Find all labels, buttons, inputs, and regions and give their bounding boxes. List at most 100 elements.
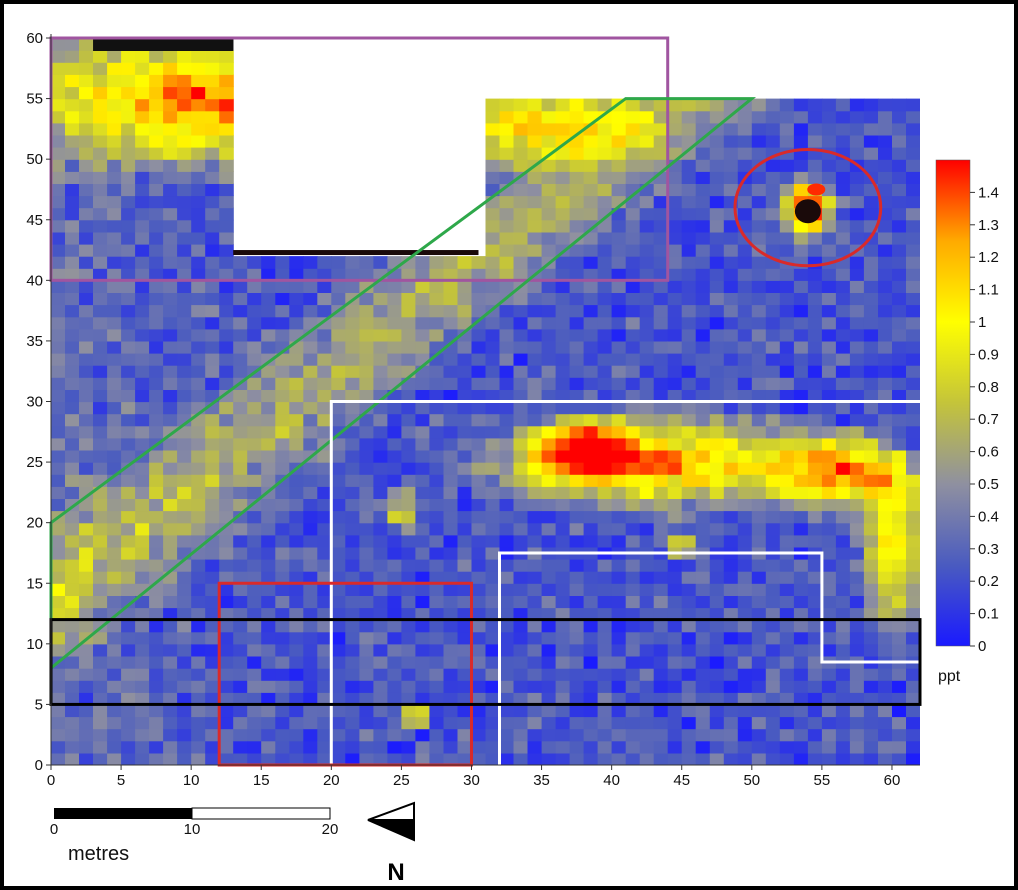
heat-cell xyxy=(583,304,599,318)
heat-cell xyxy=(878,752,893,765)
heat-cell xyxy=(513,122,529,136)
heat-cell xyxy=(219,401,234,415)
heat-cell xyxy=(177,340,192,354)
heat-cell xyxy=(345,413,360,427)
heat-cell xyxy=(303,619,318,633)
heat-cell xyxy=(219,171,234,184)
heat-cell xyxy=(765,643,781,657)
heat-cell xyxy=(443,571,459,584)
heat-cell xyxy=(611,437,627,451)
heat-cell xyxy=(779,134,795,148)
heat-cell xyxy=(569,486,585,499)
heat-cell xyxy=(149,486,164,499)
heat-cell xyxy=(219,486,234,499)
heat-cell xyxy=(723,98,739,112)
heat-cell xyxy=(303,668,318,681)
heat-cell xyxy=(555,498,571,512)
heat-cell xyxy=(863,450,879,463)
heat-cell xyxy=(219,159,234,172)
heat-cell xyxy=(695,389,711,403)
heat-cell xyxy=(429,304,444,318)
heat-cell xyxy=(275,498,290,512)
heat-cell xyxy=(93,231,108,245)
heat-cell xyxy=(79,728,94,742)
heat-cell xyxy=(331,280,346,293)
heat-cell xyxy=(135,280,150,293)
heat-cell xyxy=(849,595,865,609)
heat-cell xyxy=(863,631,879,645)
heat-cell xyxy=(499,462,515,475)
heat-cell xyxy=(65,534,80,548)
heat-cell xyxy=(443,559,459,572)
heat-cell xyxy=(65,704,80,718)
heat-cell xyxy=(807,389,823,403)
heat-cell xyxy=(779,498,795,512)
heat-cell xyxy=(555,450,571,463)
heat-cell xyxy=(107,607,122,621)
heat-cell xyxy=(807,292,823,306)
heat-cell xyxy=(611,522,627,536)
heat-cell xyxy=(555,292,571,306)
heat-cell xyxy=(163,619,178,633)
heat-cell xyxy=(835,122,851,136)
heat-cell xyxy=(485,268,501,281)
heat-cell xyxy=(443,704,459,718)
heat-cell xyxy=(892,195,907,209)
heat-cell xyxy=(373,607,388,621)
heat-cell xyxy=(485,231,501,245)
heat-cell xyxy=(878,704,893,718)
heat-cell xyxy=(345,316,360,330)
heat-cell xyxy=(65,728,80,742)
heat-cell xyxy=(541,231,557,245)
heat-cell xyxy=(765,692,781,705)
heat-cell xyxy=(835,304,851,318)
heat-cell xyxy=(107,316,122,330)
heat-cell xyxy=(289,401,304,415)
heat-cell xyxy=(569,474,585,487)
heat-cell xyxy=(107,50,122,63)
heat-cell xyxy=(233,704,248,718)
heat-cell xyxy=(751,389,767,403)
heat-cell xyxy=(457,740,473,754)
heat-cell xyxy=(121,534,136,548)
heat-cell xyxy=(121,643,136,657)
heat-cell xyxy=(807,413,823,427)
heat-cell xyxy=(821,619,837,633)
heat-cell xyxy=(709,680,725,693)
heat-cell xyxy=(765,159,781,172)
heat-cell xyxy=(709,365,725,378)
heat-cell xyxy=(471,643,487,657)
heat-cell xyxy=(499,171,515,184)
heat-cell xyxy=(681,462,697,475)
heat-cell xyxy=(275,752,290,765)
heat-cell xyxy=(892,522,907,536)
heat-cell xyxy=(359,474,374,487)
heat-cell xyxy=(807,752,823,765)
heat-cell xyxy=(303,643,318,657)
heat-cell xyxy=(163,134,178,148)
heat-cell xyxy=(527,328,543,342)
heat-cell xyxy=(247,328,262,342)
heat-cell xyxy=(303,607,318,621)
heat-cell xyxy=(527,571,543,584)
heat-cell xyxy=(233,486,248,499)
heat-cell xyxy=(849,450,865,463)
heat-cell xyxy=(793,559,809,572)
heat-cell xyxy=(639,413,655,427)
heat-cell xyxy=(653,304,669,318)
heat-cell xyxy=(219,728,234,742)
heat-cell xyxy=(667,183,683,197)
heat-cell xyxy=(807,704,823,718)
heat-cell xyxy=(429,522,444,536)
heat-cell xyxy=(541,401,557,415)
heat-cell xyxy=(807,450,823,463)
heat-cell xyxy=(863,413,879,427)
heat-cell xyxy=(667,207,683,221)
heat-cell xyxy=(429,619,444,633)
heat-cell xyxy=(597,413,613,427)
heat-cell xyxy=(653,522,669,536)
heat-cell xyxy=(779,413,795,427)
heat-cell xyxy=(247,413,262,427)
heat-cell xyxy=(597,583,613,596)
heat-cell xyxy=(135,219,150,233)
